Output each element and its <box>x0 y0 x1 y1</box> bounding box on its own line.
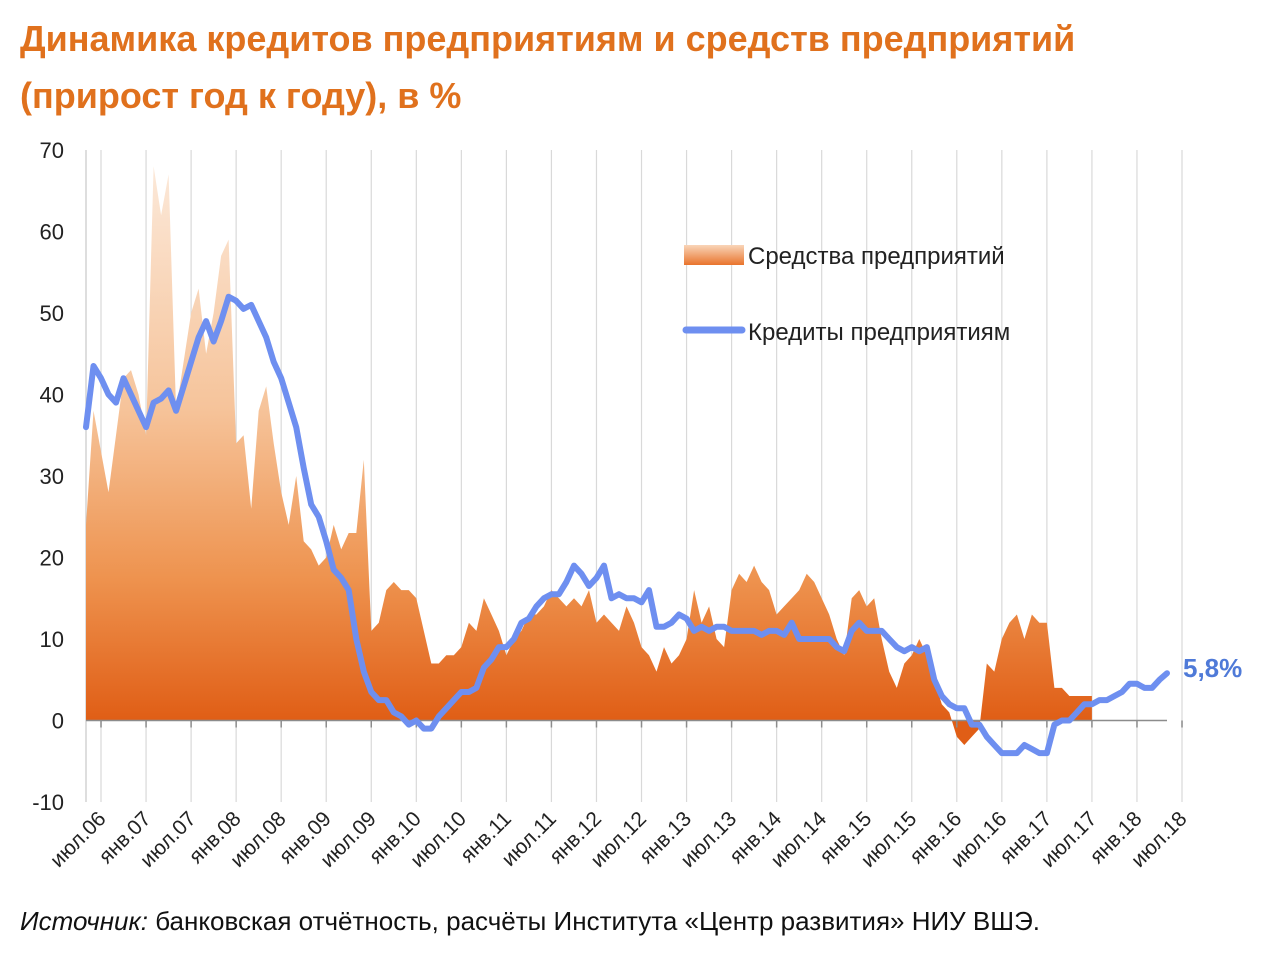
y-tick-label: -10 <box>32 790 64 815</box>
y-tick-label: 50 <box>40 301 64 326</box>
series-area-deposits <box>86 166 1092 746</box>
legend: Средства предприятий Кредиты предприятиям <box>682 243 1010 346</box>
y-tick-label: 40 <box>40 383 64 408</box>
series-line-credits <box>83 293 1170 757</box>
y-tick-label: 20 <box>40 546 64 571</box>
legend-label-credits: Кредиты предприятиям <box>748 319 1010 346</box>
source-label: Источник: <box>20 906 148 936</box>
source-note: Источник: банковская отчётность, расчёты… <box>20 906 1040 937</box>
credits-line-layer <box>83 293 1170 757</box>
y-tick-label: 0 <box>52 709 64 734</box>
legend-swatch-deposits <box>684 245 744 265</box>
x-tick-label: июл.06 <box>46 807 111 872</box>
end-value-label: 5,8% <box>1183 653 1242 683</box>
y-tick-label: 10 <box>40 627 64 652</box>
deposits-area-layer <box>86 166 1092 746</box>
y-tick-label: 70 <box>40 138 64 163</box>
source-text: банковская отчётность, расчёты Института… <box>147 906 1041 936</box>
axes <box>86 719 1183 728</box>
legend-label-deposits: Средства предприятий <box>748 243 1005 270</box>
chart-title-line-1: Динамика кредитов предприятиям и средств… <box>20 18 1076 59</box>
chart-title-line-2: (прирост год к году), в % <box>20 75 462 116</box>
y-tick-label: 30 <box>40 464 64 489</box>
chart-title: Динамика кредитов предприятиям и средств… <box>20 10 1260 124</box>
y-tick-label: 60 <box>40 220 64 245</box>
